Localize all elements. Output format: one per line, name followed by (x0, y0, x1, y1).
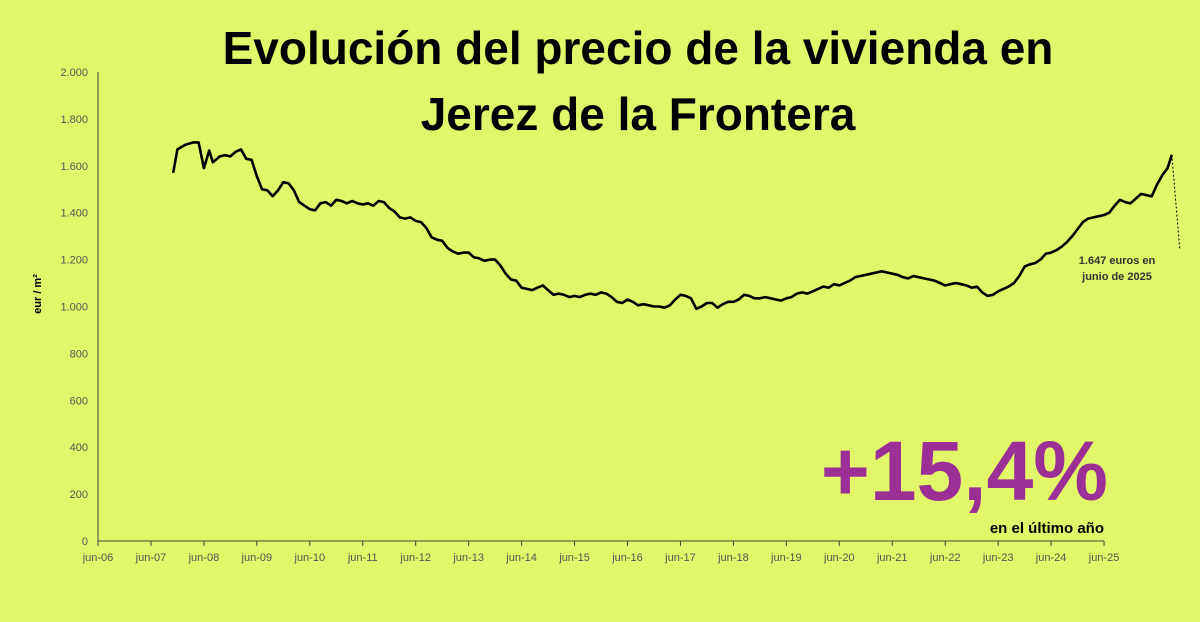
x-tick-label: jun-25 (1088, 552, 1120, 564)
x-tick-label: jun-12 (399, 552, 431, 564)
y-tick-labels: 0 200 400 600 800 1.000 1.200 1.400 1.600 1.800 2.… (60, 67, 88, 548)
y-tick-label: 1.200 (60, 255, 88, 267)
y-tick-label: 0 (82, 536, 88, 548)
x-tick-label: jun-17 (664, 552, 696, 564)
annotation-line-1: 1.647 euros en (1079, 255, 1156, 267)
x-tick-label: jun-09 (241, 552, 273, 564)
x-tick-label: jun-13 (452, 552, 484, 564)
x-tick-label: jun-07 (135, 552, 167, 564)
y-tick-label: 1.600 (60, 161, 88, 173)
x-tick-label: jun-23 (982, 552, 1014, 564)
y-tick-label: 800 (70, 348, 88, 360)
x-tick-label: jun-15 (558, 552, 590, 564)
x-tick-label: jun-20 (823, 552, 855, 564)
chart-title-line-2: Jerez de la Frontera (421, 88, 856, 140)
highlight-caption: en el último año (990, 520, 1104, 537)
y-tick-label: 400 (70, 442, 88, 454)
y-tick-label: 1.800 (60, 114, 88, 126)
chart-axes (97, 72, 1104, 542)
x-tick-label: jun-14 (505, 552, 537, 564)
x-tick-label: jun-11 (347, 552, 378, 564)
x-tick-label: jun-24 (1035, 552, 1067, 564)
x-tick-labels: jun-06 jun-07 jun-08 jun-09 jun-10 jun-11 jun-… (82, 541, 1120, 564)
x-tick-label: jun-21 (876, 552, 908, 564)
y-tick-label: 1.400 (60, 208, 88, 220)
x-tick-label: jun-22 (929, 552, 961, 564)
x-tick-label: jun-16 (611, 552, 643, 564)
y-tick-label: 2.000 (60, 67, 88, 79)
y-tick-label: 600 (70, 395, 88, 407)
y-tick-label: 200 (70, 489, 88, 501)
y-tick-label: 1.000 (60, 302, 88, 314)
annotation-line-2: junio de 2025 (1081, 271, 1152, 283)
x-tick-label: jun-19 (770, 552, 802, 564)
annotation-leader-line (1171, 154, 1181, 251)
chart-title-line-1: Evolución del precio de la vivienda en (223, 22, 1054, 74)
x-tick-label: jun-06 (82, 552, 114, 564)
x-tick-label: jun-08 (188, 552, 220, 564)
x-tick-label: jun-18 (717, 552, 749, 564)
highlight-value: +15,4% (821, 424, 1108, 518)
x-tick-label: jun-10 (294, 552, 326, 564)
y-axis-label: eur / m² (32, 274, 44, 314)
series-line (171, 141, 1174, 311)
